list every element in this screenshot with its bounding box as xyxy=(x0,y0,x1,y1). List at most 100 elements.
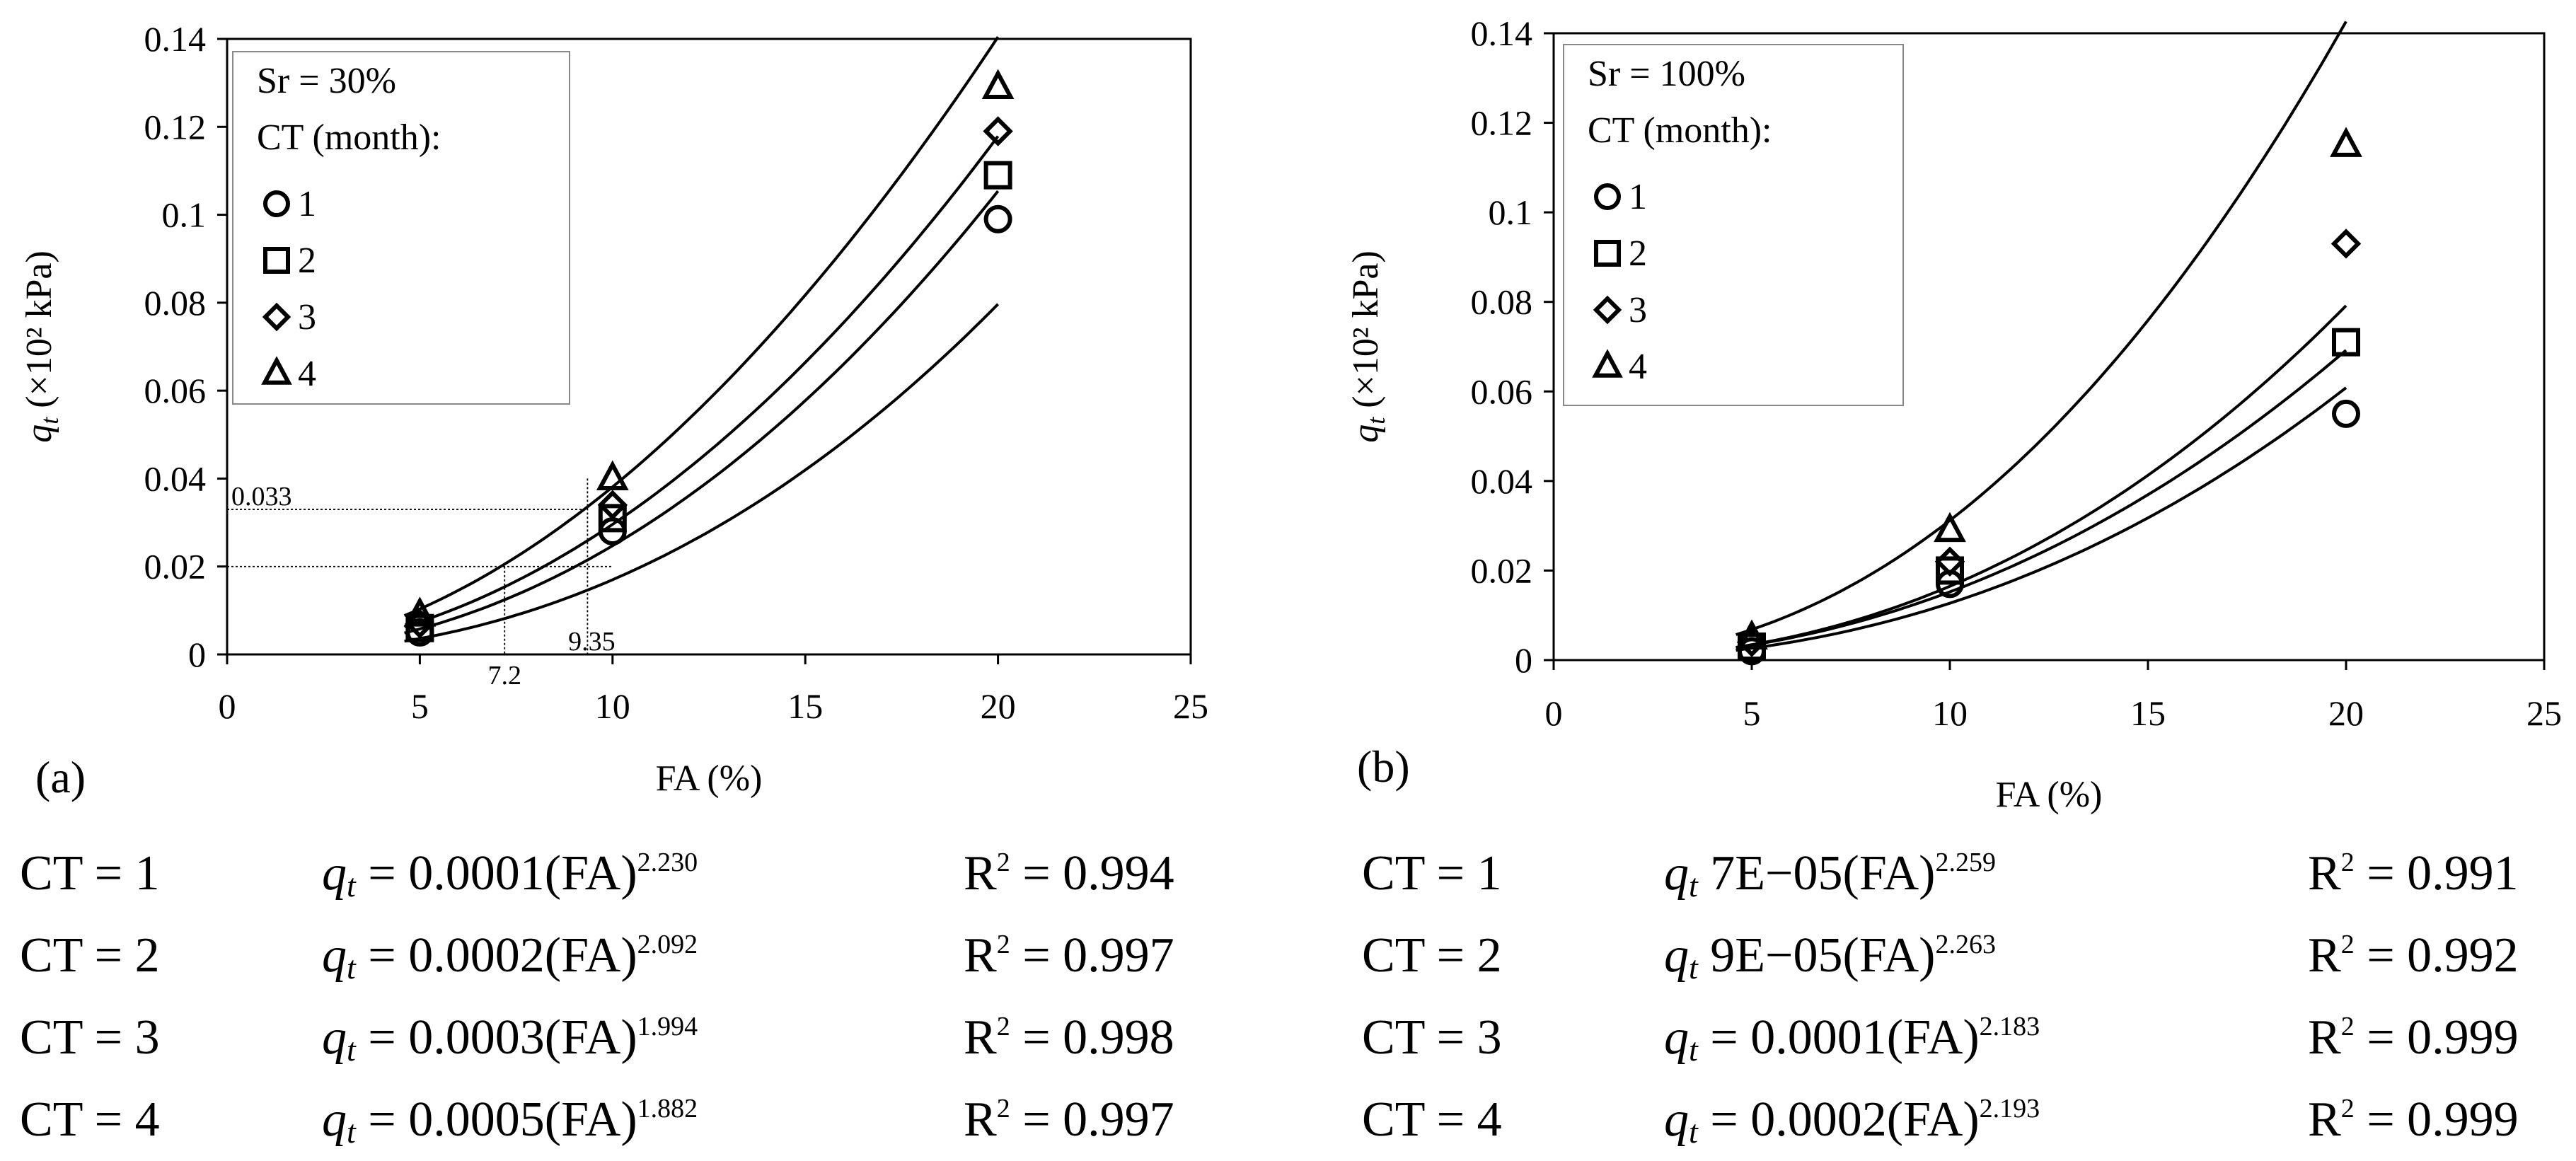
equation-r2: R2 = 0.997 xyxy=(964,928,1174,983)
data-point-b-ct4 xyxy=(1735,619,1768,649)
legend-label-b-ct1: 1 xyxy=(1629,177,1647,217)
legend-box-b xyxy=(1563,44,1904,406)
x-tick-label-a: 0 xyxy=(219,686,236,726)
equation-formula: qt = 0.0001(FA)2.230 xyxy=(322,846,698,903)
fit-curve-b-ct3 xyxy=(1735,349,2347,649)
legend-marker-a-ct3 xyxy=(262,302,291,332)
equation-formula: qt = 0.0005(FA)1.882 xyxy=(322,1092,698,1150)
y-tick-label-b: 0.02 xyxy=(1471,550,1533,590)
equation-ct: CT = 3 xyxy=(1362,1010,1502,1065)
data-point-b-ct3 xyxy=(1934,546,1965,577)
x-tick-label-b: 15 xyxy=(2130,693,2166,733)
fit-curve-a-ct4 xyxy=(403,36,1000,617)
y-tick-label-b: 0.04 xyxy=(1471,461,1533,501)
chart-b: 0 5 10 15 20 25 0 0.02 0.04 0.06 0.08 0.1 0.12 0.14 FA… xyxy=(1346,13,2562,815)
fit-curve-b-ct1 xyxy=(1735,386,2347,652)
panel-label-a: (a) xyxy=(35,752,86,802)
q-symbol: qt xyxy=(1664,846,1698,903)
y-tick-label-a: 0 xyxy=(188,635,206,674)
legend-label-a-ct4: 4 xyxy=(298,354,316,394)
data-point-b-ct3 xyxy=(2330,229,2362,259)
equation-r2: R2 = 0.994 xyxy=(964,846,1174,901)
data-point-b-ct2 xyxy=(2332,328,2360,357)
annotation-72: 7.2 xyxy=(488,661,522,691)
q-symbol: qt xyxy=(1664,928,1698,986)
legend-marker-b-ct2 xyxy=(1594,240,1621,267)
equation-r2: R2 = 0.991 xyxy=(2308,846,2519,901)
legend-marker-b-ct4 xyxy=(1592,349,1623,378)
legend-box-a xyxy=(232,51,570,405)
x-tick-label-a: 20 xyxy=(981,686,1016,726)
equation-formula: qt = 0.0003(FA)1.994 xyxy=(322,1010,698,1068)
legend-label-a-ct2: 2 xyxy=(298,241,316,281)
y-tick-label-a: 0.08 xyxy=(144,283,207,323)
fit-curve-b-ct2 xyxy=(1735,304,2347,649)
legend-subtitle-a: CT (month): xyxy=(257,117,441,158)
equation-ct: CT = 2 xyxy=(1362,928,1502,983)
y-tick-label-a: 0.1 xyxy=(162,195,207,235)
data-point-a-ct4 xyxy=(596,460,629,491)
y-tick-label-b: 0.1 xyxy=(1489,192,1533,232)
plot-frame-b xyxy=(1552,32,2546,662)
y-tick-label-b: 0.06 xyxy=(1471,371,1533,411)
equation-formula: qt 9E−05(FA)2.263 xyxy=(1664,928,1996,986)
equation-ct: CT = 3 xyxy=(20,1010,160,1065)
legend-label-a-ct1: 1 xyxy=(298,184,316,224)
equation-ct: CT = 4 xyxy=(1362,1092,1502,1147)
x-tick-label-b: 10 xyxy=(1932,693,1968,733)
plot-frame-a xyxy=(226,37,1192,656)
equation-r2: R2 = 0.998 xyxy=(964,1010,1174,1065)
data-point-a-ct2 xyxy=(598,504,627,533)
annotation-0033: 0.033 xyxy=(231,482,292,512)
q-symbol: qt xyxy=(1664,1092,1698,1150)
y-axis-label-a: qt (×10² kPa) xyxy=(19,250,64,443)
data-point-b-ct2 xyxy=(1936,556,1964,585)
y-tick-label-a: 0.02 xyxy=(144,547,207,587)
equation-ct: CT = 2 xyxy=(20,928,160,983)
data-point-a-ct3 xyxy=(597,490,628,520)
x-tick-label-a: 25 xyxy=(1173,686,1208,726)
legend-label-b-ct3: 3 xyxy=(1629,290,1647,330)
legend-title-a: Sr = 30% xyxy=(257,61,396,101)
x-tick-label-b: 5 xyxy=(1743,693,1761,733)
data-point-a-ct3 xyxy=(983,116,1013,146)
legend-subtitle-b: CT (month): xyxy=(1588,110,1772,151)
chart-a: 0 5 10 15 20 25 0 0.02 0.04 0.06 0.08 0.1 0.12 0.14 FA… xyxy=(19,19,1208,802)
annotation-935: 9.35 xyxy=(568,627,616,657)
legend-title-b: Sr = 100% xyxy=(1588,54,1745,94)
legend-marker-a-ct2 xyxy=(263,247,290,274)
legend-label-a-ct3: 3 xyxy=(298,297,316,337)
y-tick-label-b: 0.14 xyxy=(1471,13,1533,53)
data-point-a-ct2 xyxy=(405,613,434,642)
equation-formula: qt 7E−05(FA)2.259 xyxy=(1664,846,1996,903)
x-tick-label-b: 20 xyxy=(2328,693,2364,733)
y-tick-label-a: 0.06 xyxy=(144,371,207,410)
equation-ct: CT = 1 xyxy=(1362,846,1502,901)
equation-formula: qt = 0.0002(FA)2.092 xyxy=(322,928,698,986)
legend-marker-a-ct4 xyxy=(261,356,292,385)
y-tick-label-b: 0.12 xyxy=(1471,103,1533,143)
x-tick-label-b: 25 xyxy=(2526,693,2562,733)
equation-formula: qt = 0.0002(FA)2.193 xyxy=(1664,1092,2040,1150)
fit-curve-b-ct4 xyxy=(1735,21,2347,636)
equation-ct: CT = 4 xyxy=(20,1092,160,1147)
equation-r2: R2 = 0.999 xyxy=(2308,1010,2519,1065)
legend-marker-a-ct1 xyxy=(263,190,290,217)
legend-marker-b-ct1 xyxy=(1594,183,1621,210)
y-tick-label-b: 0.08 xyxy=(1471,282,1533,322)
y-tick-label-a: 0.04 xyxy=(144,458,207,498)
data-point-a-ct4 xyxy=(981,69,1015,99)
fit-curve-a-ct1 xyxy=(404,303,1000,643)
q-symbol: qt xyxy=(322,846,356,903)
x-tick-label-a: 5 xyxy=(411,686,429,726)
legend-label-b-ct2: 2 xyxy=(1629,233,1647,274)
y-axis-label-b: qt (×10² kPa) xyxy=(1346,250,1390,443)
q-symbol: qt xyxy=(1664,1010,1698,1068)
equation-ct: CT = 1 xyxy=(20,846,160,901)
q-symbol: qt xyxy=(322,928,356,986)
fit-curve-a-ct3 xyxy=(404,135,1000,628)
panel-label-b: (b) xyxy=(1357,741,1410,792)
x-tick-label-a: 15 xyxy=(787,686,823,726)
q-symbol: qt xyxy=(322,1092,356,1150)
